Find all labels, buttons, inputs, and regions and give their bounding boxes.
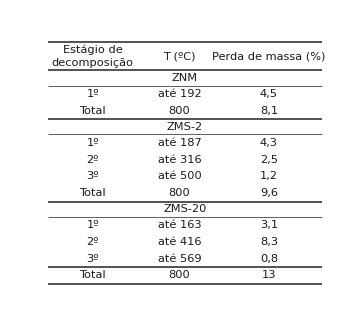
Text: 8,3: 8,3 [260,237,278,247]
Text: 13: 13 [262,270,276,280]
Text: até 316: até 316 [158,155,201,164]
Text: 0,8: 0,8 [260,254,278,264]
Text: ZMS-20: ZMS-20 [163,204,207,214]
Text: 1º: 1º [86,89,99,99]
Text: T (ºC): T (ºC) [163,51,196,61]
Text: Total: Total [79,188,106,198]
Text: Total: Total [79,106,106,116]
Text: Total: Total [79,270,106,280]
Text: 2º: 2º [87,155,99,164]
Text: 1º: 1º [86,220,99,230]
Text: 3º: 3º [86,172,99,181]
Text: até 187: até 187 [157,138,201,148]
Text: 1º: 1º [86,138,99,148]
Text: 800: 800 [169,188,190,198]
Text: até 500: até 500 [157,172,201,181]
Text: 4,3: 4,3 [260,138,278,148]
Text: 3º: 3º [86,254,99,264]
Text: 2º: 2º [87,237,99,247]
Text: Perda de massa (%): Perda de massa (%) [212,51,326,61]
Text: 9,6: 9,6 [260,188,278,198]
Text: 2,5: 2,5 [260,155,278,164]
Text: 800: 800 [169,106,190,116]
Text: ZMS-2: ZMS-2 [167,122,203,132]
Text: ZNM: ZNM [172,73,198,83]
Text: 1,2: 1,2 [260,172,278,181]
Text: até 192: até 192 [158,89,201,99]
Text: 3,1: 3,1 [260,220,278,230]
Text: 4,5: 4,5 [260,89,278,99]
Text: até 569: até 569 [158,254,201,264]
Text: 800: 800 [169,270,190,280]
Text: Estágio de
decomposição: Estágio de decomposição [52,45,134,68]
Text: 8,1: 8,1 [260,106,278,116]
Text: até 416: até 416 [158,237,201,247]
Text: até 163: até 163 [158,220,201,230]
